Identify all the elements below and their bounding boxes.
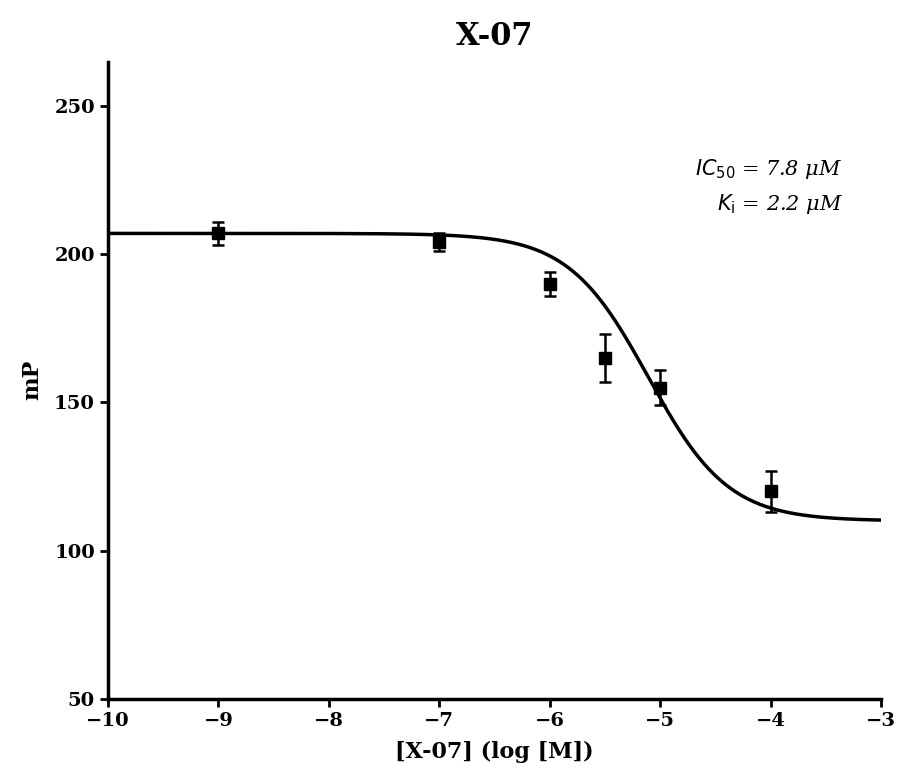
Title: X-07: X-07 — [456, 21, 534, 52]
Text: $\mathit{IC}_{50}$ = 7.8 μM
$\mathit{K}_{\mathrm{i}}$ = 2.2 μM: $\mathit{IC}_{50}$ = 7.8 μM $\mathit{K}_… — [695, 157, 843, 216]
X-axis label: [X-07] (log [M]): [X-07] (log [M]) — [395, 741, 594, 763]
Y-axis label: mP: mP — [21, 360, 43, 401]
